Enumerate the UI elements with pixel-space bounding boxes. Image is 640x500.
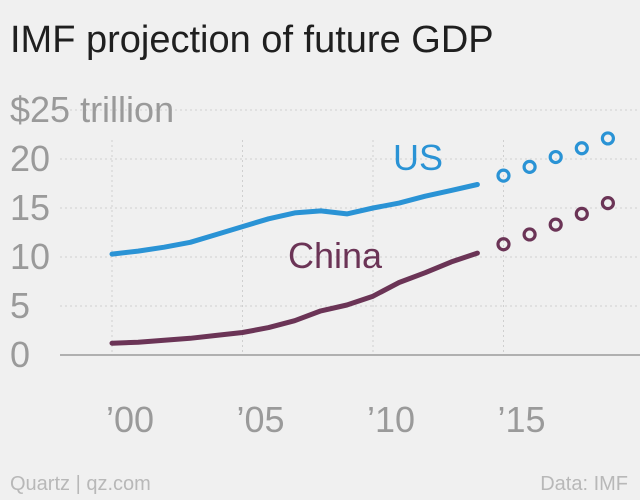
x-tick-label: ’05	[237, 399, 285, 440]
y-tick-label: 0	[10, 334, 30, 375]
series-label: US	[393, 137, 443, 178]
projection-point	[496, 237, 511, 252]
x-tick-label: ’15	[498, 399, 546, 440]
x-tick-label: ’10	[367, 399, 415, 440]
y-tick-label: $25 trillion	[10, 89, 174, 130]
x-tick-label: ’00	[106, 399, 154, 440]
projection-point	[548, 149, 563, 165]
series: US China	[109, 131, 616, 346]
projection-point	[522, 159, 537, 174]
y-tick-label: 10	[10, 236, 50, 277]
projection-point	[548, 217, 563, 232]
series-china: China	[109, 196, 616, 346]
source-credit: Quartz | qz.com	[10, 473, 151, 495]
projection-point	[600, 131, 616, 146]
projection-point	[574, 141, 589, 156]
y-tick-label: 20	[10, 138, 50, 179]
data-source: Data: IMF	[540, 473, 628, 495]
series-us: US	[109, 131, 616, 257]
y-tick-label: 15	[10, 187, 50, 228]
chart-title: IMF projection of future GDP	[10, 19, 494, 61]
projection-point	[522, 227, 537, 242]
projection-point	[496, 168, 511, 183]
series-line	[109, 250, 480, 346]
x-axis-ticks: ’00 ’05 ’10 ’15	[106, 399, 546, 440]
y-axis-ticks: $25 trillion 20 15 10 5 0	[10, 89, 174, 375]
projection-point	[574, 206, 589, 221]
series-label: China	[288, 235, 383, 276]
projection-point	[600, 196, 616, 211]
series-line	[109, 182, 480, 257]
gridlines	[60, 109, 640, 356]
y-tick-label: 5	[10, 285, 30, 326]
